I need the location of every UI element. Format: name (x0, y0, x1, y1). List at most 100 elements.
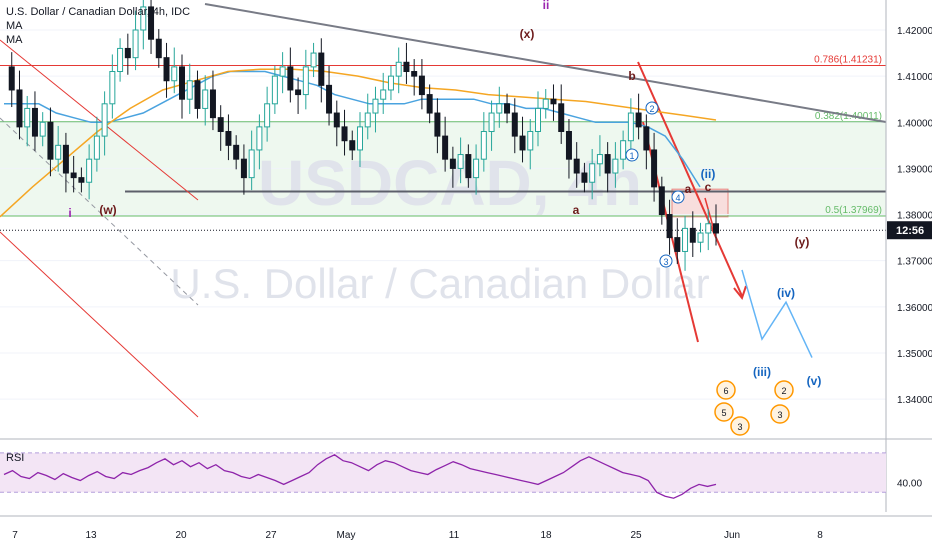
candle-body (326, 84, 333, 114)
wave-label: 3 (663, 257, 668, 267)
time-tick-label: 20 (175, 530, 187, 541)
candle-body (666, 214, 673, 239)
c-wave-stroke (704, 197, 715, 231)
channel-line-lower (0, 231, 199, 418)
rsi-line (3, 454, 717, 499)
price-tick-label: 1.38000 (897, 211, 932, 222)
rsi-tick-label: 40.00 (897, 478, 922, 489)
candle-body (295, 89, 302, 96)
candle-body (341, 126, 348, 142)
event-badge-icon (716, 380, 736, 400)
wave-label: b (628, 69, 635, 83)
candle-body (658, 186, 665, 216)
candle-body (527, 130, 534, 151)
event-badge-icon (774, 380, 794, 400)
candle-body (287, 66, 294, 91)
event-badge-count: 3 (777, 410, 782, 420)
candle-body (418, 75, 425, 96)
rsi-label[interactable]: RSI (6, 452, 25, 464)
legend-header: U.S. Dollar / Canadian Dollar, 4h, IDC M… (6, 6, 190, 46)
candle-body (109, 71, 116, 105)
candle-body (240, 158, 247, 179)
channel-line-upper (0, 39, 199, 201)
price-tick-label: 1.41000 (897, 72, 932, 83)
time-tick-label: 25 (630, 530, 642, 541)
impulse-channel-upper (637, 61, 743, 297)
candle-body (70, 172, 77, 179)
candle-body (596, 154, 603, 165)
event-badge-count: 3 (737, 422, 742, 432)
moving-average-layer (0, 68, 813, 358)
candle-body (372, 98, 379, 114)
candle-body (171, 66, 178, 82)
time-tick-label: 27 (265, 530, 277, 541)
indicator-ma-2[interactable]: MA (6, 34, 23, 46)
fib-level-label: 0.5(1.37969) (825, 205, 882, 216)
candle-body (511, 112, 518, 137)
event-badge-count: 6 (723, 386, 728, 396)
wave-label: 1 (629, 151, 634, 161)
symbol-title[interactable]: U.S. Dollar / Canadian Dollar, 4h, IDC (6, 6, 191, 18)
channel-line-mid (0, 117, 199, 306)
wave-label: (v) (807, 374, 822, 388)
arrow-head (733, 285, 747, 301)
candle-body (519, 135, 526, 151)
wave-label: ii (543, 0, 550, 12)
candle-body (411, 71, 418, 77)
candle-body (179, 66, 185, 100)
wave-circle (625, 148, 639, 162)
candle-body (225, 130, 232, 146)
candle-body (480, 130, 487, 160)
wave-circle (671, 190, 685, 204)
candle-body (209, 89, 216, 119)
candle-body (674, 237, 681, 252)
candle-body (256, 126, 263, 151)
candle-body (604, 154, 611, 174)
event-badge-icon (770, 404, 790, 424)
candle-body (457, 154, 464, 169)
candle-body (39, 121, 46, 137)
candle-body (581, 172, 588, 183)
candles-layer (8, 0, 719, 271)
candle-body (387, 75, 394, 91)
candle-body (8, 66, 15, 91)
candle-body (93, 135, 100, 160)
rsi-band-fill (0, 452, 886, 493)
candle-body (186, 80, 193, 100)
wave-label: (iii) (753, 365, 771, 379)
candle-body (573, 158, 580, 174)
fib-level-label: 0.786(1.41231) (814, 54, 882, 65)
candle-body (705, 223, 712, 234)
wave-label: (ii) (701, 167, 716, 181)
candle-body (31, 107, 38, 137)
descending-trendline (204, 3, 887, 123)
candle-body (318, 52, 325, 86)
projection-path (741, 269, 813, 358)
candle-body (55, 144, 62, 160)
trendline-layer: 0.786(1.41231)0.382(1.40011)0.5(1.37969) (0, 3, 887, 418)
candle-body (194, 80, 201, 109)
price-tick-label: 1.42000 (897, 26, 932, 37)
time-tick-label: 7 (12, 530, 18, 541)
candle-body (202, 89, 209, 109)
candle-body (24, 107, 31, 128)
wave-label: (w) (99, 203, 116, 217)
time-tick-label: 11 (449, 530, 460, 541)
candle-body (565, 130, 572, 160)
candle-body (279, 66, 286, 77)
candle-body (713, 223, 719, 234)
candle-body (380, 89, 387, 100)
price-tick-label: 1.35000 (897, 349, 932, 360)
candle-body (504, 103, 511, 114)
candle-body (612, 158, 619, 174)
price-tick-label: 1.36000 (897, 303, 932, 314)
rsi-pane-layer: 40.00 (0, 452, 932, 517)
event-badge-count: 5 (721, 408, 726, 418)
candle-body (124, 47, 131, 59)
indicator-ma-1[interactable]: MA (6, 20, 23, 32)
candle-body (689, 227, 696, 243)
candle-body (148, 6, 155, 40)
candle-body (550, 98, 557, 105)
